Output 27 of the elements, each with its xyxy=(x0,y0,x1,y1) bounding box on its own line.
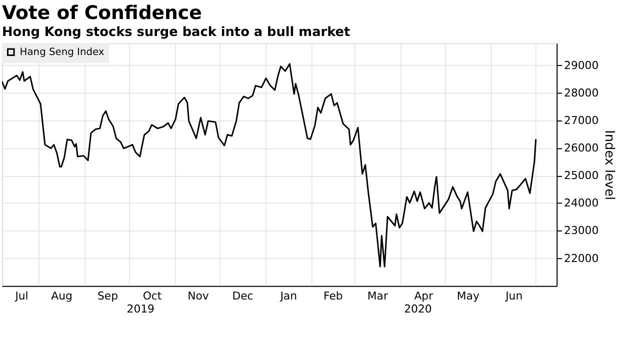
x-tick-label: Dec xyxy=(232,289,254,302)
y-tick-label: 28000 xyxy=(564,86,599,100)
line-series xyxy=(2,63,537,268)
y-tick-label: 22000 xyxy=(564,252,599,265)
legend-label: Hang Seng Index xyxy=(20,47,104,58)
x-tick-label: Nov xyxy=(188,289,210,302)
x-tick-label: May xyxy=(456,289,480,302)
x-tick-label: Jul xyxy=(14,289,28,302)
x-tick-label: Jan xyxy=(279,289,298,302)
x-tick-label: Jun xyxy=(504,289,523,302)
y-axis-title: Index level xyxy=(602,130,617,200)
y-tick-label: 24000 xyxy=(564,196,599,210)
x-tick-label: Apr xyxy=(414,289,434,302)
y-tick-label: 26000 xyxy=(564,141,599,154)
chart-title: Vote of Confidence xyxy=(2,2,202,24)
y-tick-label: 25000 xyxy=(564,169,599,182)
y-tick-label: 23000 xyxy=(564,224,599,238)
x-tick-label: Mar xyxy=(367,289,388,302)
text: 2020 xyxy=(404,302,432,316)
chart-subtitle: Hong Kong stocks surge back into a bull market xyxy=(2,24,350,40)
y-tick-label: 27000 xyxy=(564,114,599,127)
text: 2019 xyxy=(126,302,155,316)
x-tick-label: Aug xyxy=(51,289,72,302)
x-tick-label: Sep xyxy=(98,289,118,302)
x-tick-label: Feb xyxy=(324,289,343,302)
y-tick-label: 29000 xyxy=(564,58,599,72)
x-tick-label: Oct xyxy=(142,289,162,302)
